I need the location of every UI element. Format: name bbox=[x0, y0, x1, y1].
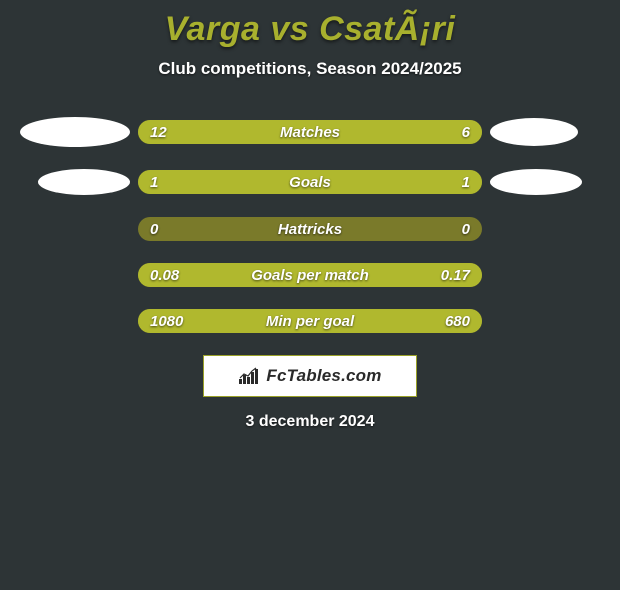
stat-row: 0.080.17Goals per match bbox=[0, 263, 620, 287]
stat-label: Hattricks bbox=[138, 217, 482, 241]
stats-container: 126Matches 11Goals 0 0Hattricks 0.080.17Goal… bbox=[0, 117, 620, 333]
right-ellipse-slot bbox=[490, 118, 610, 146]
stat-row: 1080680Min per goal bbox=[0, 309, 620, 333]
stat-bar: 1080680Min per goal bbox=[138, 309, 482, 333]
right-ellipse-slot bbox=[490, 169, 610, 195]
bar-left-fill bbox=[138, 263, 248, 287]
right-ellipse bbox=[490, 169, 582, 195]
bar-right-fill bbox=[349, 309, 482, 333]
left-ellipse-slot bbox=[10, 169, 130, 195]
stat-right-value: 0 bbox=[462, 217, 470, 241]
stat-row: 0 0Hattricks bbox=[0, 217, 620, 241]
subtitle: Club competitions, Season 2024/2025 bbox=[0, 59, 620, 79]
stat-bar: 11Goals bbox=[138, 170, 482, 194]
chart-icon bbox=[238, 367, 260, 385]
stat-left-value: 0 bbox=[150, 217, 158, 241]
bar-left-fill bbox=[138, 170, 310, 194]
stat-bar: 126Matches bbox=[138, 120, 482, 144]
stat-row: 126Matches bbox=[0, 117, 620, 147]
stat-bar: 0.080.17Goals per match bbox=[138, 263, 482, 287]
left-ellipse-slot bbox=[10, 117, 130, 147]
left-ellipse bbox=[20, 117, 130, 147]
stat-row: 11Goals bbox=[0, 169, 620, 195]
stat-bar: 0 0Hattricks bbox=[138, 217, 482, 241]
bar-left-fill bbox=[138, 309, 349, 333]
bar-right-fill bbox=[310, 170, 482, 194]
bar-left-fill bbox=[138, 120, 367, 144]
left-ellipse bbox=[38, 169, 130, 195]
right-ellipse bbox=[490, 118, 578, 146]
logo-text: FcTables.com bbox=[266, 366, 381, 386]
page-title: Varga vs CsatÃ¡ri bbox=[0, 10, 620, 49]
bar-right-fill bbox=[367, 120, 482, 144]
date: 3 december 2024 bbox=[0, 413, 620, 431]
logo-box: FcTables.com bbox=[203, 355, 417, 397]
bar-right-fill bbox=[248, 263, 482, 287]
